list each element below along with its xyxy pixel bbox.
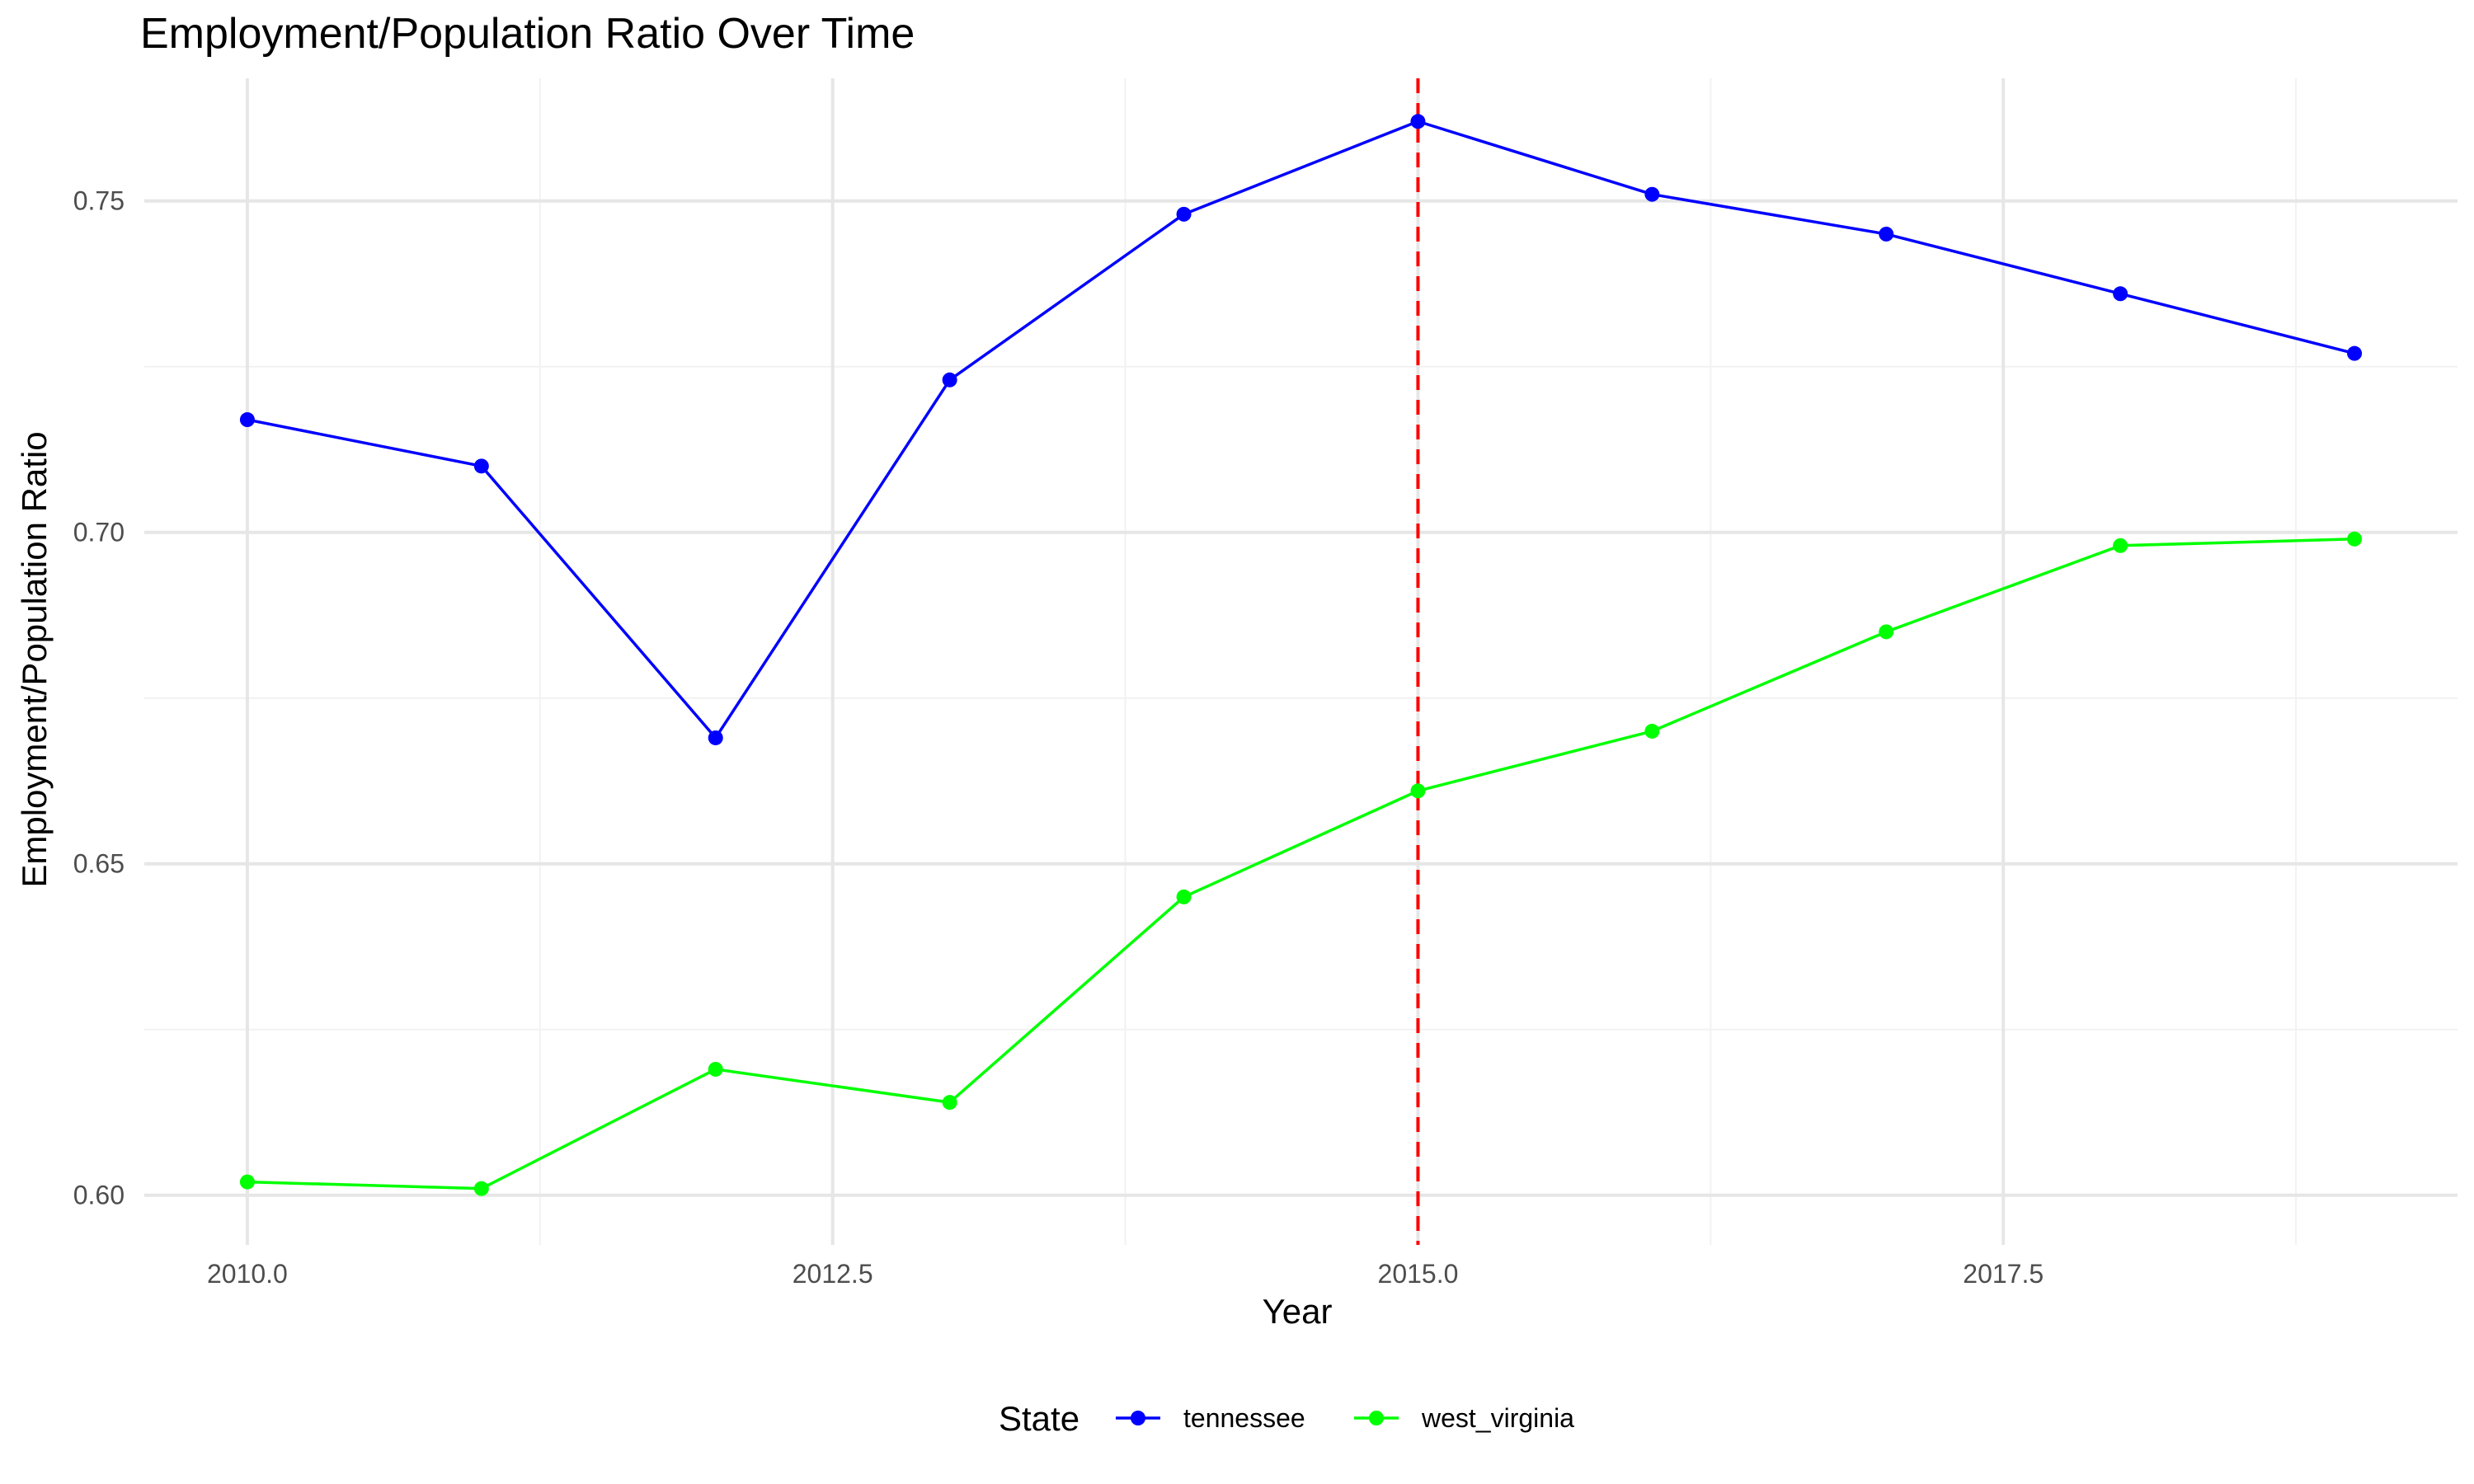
data-point-west_virginia bbox=[1176, 889, 1192, 904]
legend-title: State bbox=[999, 1399, 1079, 1438]
data-point-tennessee bbox=[473, 458, 489, 474]
data-point-tennessee bbox=[708, 730, 723, 745]
y-axis-label: Employment/Population Ratio bbox=[15, 431, 54, 887]
x-tick-label: 2015.0 bbox=[1378, 1259, 1459, 1289]
y-tick-label: 0.60 bbox=[73, 1181, 125, 1210]
series-line-west_virginia bbox=[247, 538, 2355, 1190]
legend-label-west_virginia: west_virginia bbox=[1421, 1403, 1574, 1433]
data-point-west_virginia bbox=[2113, 538, 2128, 553]
y-tick-label: 0.70 bbox=[73, 518, 125, 547]
data-point-tennessee bbox=[1176, 206, 1192, 222]
data-point-west_virginia bbox=[708, 1061, 723, 1077]
data-point-tennessee bbox=[2347, 345, 2363, 361]
legend-label-tennessee: tennessee bbox=[1183, 1403, 1305, 1433]
data-point-tennessee bbox=[942, 372, 957, 387]
chart-title: Employment/Population Ratio Over Time bbox=[140, 10, 915, 58]
series-group bbox=[239, 114, 2363, 1196]
data-point-west_virginia bbox=[942, 1095, 957, 1111]
legend-key-point-west_virginia bbox=[1369, 1411, 1384, 1425]
axes: 2010.0 2012.5 2015.0 2017.5 0.60 0.65 0.70 0.75 bbox=[73, 186, 2044, 1289]
data-point-tennessee bbox=[1410, 114, 1426, 129]
data-point-west_virginia bbox=[2347, 531, 2363, 547]
x-tick-label: 2017.5 bbox=[1963, 1259, 2044, 1289]
data-point-tennessee bbox=[239, 412, 255, 428]
data-point-west_virginia bbox=[1879, 624, 1894, 640]
data-point-tennessee bbox=[2113, 286, 2128, 302]
series-line-tennessee bbox=[247, 120, 2355, 740]
data-point-west_virginia bbox=[473, 1181, 489, 1196]
data-point-west_virginia bbox=[1644, 723, 1660, 739]
data-point-tennessee bbox=[1644, 186, 1660, 202]
x-tick-label: 2012.5 bbox=[793, 1259, 873, 1289]
data-point-west_virginia bbox=[1410, 783, 1426, 799]
legend: State tennessee west_virginia bbox=[999, 1399, 1574, 1438]
x-axis-label: Year bbox=[1263, 1292, 1333, 1331]
data-point-west_virginia bbox=[239, 1174, 255, 1190]
grid bbox=[144, 78, 2458, 1245]
y-tick-label: 0.65 bbox=[73, 849, 125, 879]
x-tick-label: 2010.0 bbox=[207, 1259, 288, 1289]
legend-key-point-tennessee bbox=[1131, 1411, 1145, 1425]
data-point-tennessee bbox=[1879, 226, 1894, 242]
y-tick-label: 0.75 bbox=[73, 186, 125, 216]
